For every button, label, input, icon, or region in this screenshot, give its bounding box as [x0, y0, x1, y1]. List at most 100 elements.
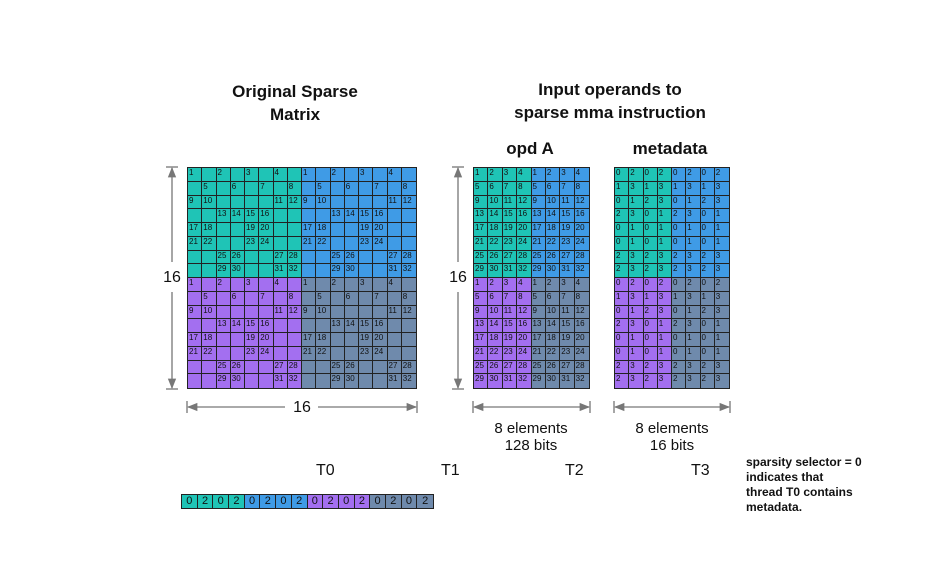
meta-cell: 3: [629, 319, 644, 333]
meta-cell: 2: [714, 168, 729, 182]
sparse-cell: [344, 346, 359, 361]
opd-cell: 16: [574, 209, 589, 223]
sparse-cell: 10: [202, 305, 217, 320]
opd-cell: 24: [574, 236, 589, 251]
meta-cell: 1: [657, 319, 672, 333]
opd-cell: 10: [545, 305, 561, 320]
meta-cell: 0: [643, 319, 658, 333]
meta-cell: 3: [714, 264, 729, 278]
sparse-cell: 26: [344, 250, 359, 265]
meta-cell: 2: [643, 305, 658, 320]
meta-cell: 1: [686, 333, 701, 347]
sparse-cell: [259, 195, 274, 210]
opd-cell: 17: [531, 223, 546, 237]
opd-cell: 9: [474, 305, 489, 320]
meta-cell: 0: [700, 209, 715, 223]
opd-cell: 18: [488, 333, 503, 347]
meta-cell: 3: [686, 291, 701, 306]
meta-cell: 3: [629, 209, 644, 223]
sparse-cell: [387, 236, 402, 251]
metadata-title: metadata: [632, 139, 708, 158]
sparse-cell: [259, 360, 274, 375]
sparse-cell: 3: [359, 168, 374, 182]
meta-cell: 1: [672, 291, 687, 306]
opd-cell: 4: [517, 168, 532, 182]
meta-cell: 0: [643, 168, 658, 182]
sparse-cell: 8: [287, 181, 302, 196]
sel-cell: 2: [417, 495, 433, 508]
sparse-cell: 9: [302, 305, 317, 320]
sparse-cell: [330, 346, 345, 361]
sparse-cell: 11: [387, 305, 402, 320]
opd-cell: 7: [502, 181, 518, 196]
sparse-cell: [202, 264, 217, 278]
opd-cell: 15: [502, 209, 518, 223]
sparse-cell: 6: [230, 291, 245, 306]
sparse-cell: 10: [316, 195, 331, 210]
opd-cell: 26: [488, 360, 503, 375]
opd-cell: 5: [531, 291, 546, 306]
opd-cell: 6: [488, 291, 503, 306]
sparse-cell: [245, 291, 260, 306]
sparse-cell: [245, 181, 260, 196]
opd-cell: 23: [560, 236, 575, 251]
meta-cell: 1: [629, 305, 644, 320]
sparse-cell: [302, 374, 317, 388]
opd-cell: 14: [488, 209, 503, 223]
opd-cell: 11: [502, 195, 518, 210]
meta-cell: 3: [657, 264, 672, 278]
sparse-cell: [230, 278, 245, 292]
opd-cell: 3: [502, 168, 518, 182]
opd-cell: 8: [517, 181, 532, 196]
meta-cell: 1: [686, 223, 701, 237]
sparse-cell: [387, 181, 402, 196]
meta-cell: 0: [615, 223, 630, 237]
opd-cell: 20: [574, 223, 589, 237]
sparse-cell: [216, 333, 231, 347]
meta-cell: 3: [686, 374, 701, 388]
sparse-cell: 15: [245, 319, 260, 333]
opd-cell: 1: [531, 168, 546, 182]
meta-cell: 1: [672, 181, 687, 196]
sparse-cell: [344, 236, 359, 251]
sparse-cell: [387, 223, 402, 237]
meta-cell: 3: [686, 181, 701, 196]
meta-cell: 0: [643, 278, 658, 292]
sparse-cell: [330, 333, 345, 347]
sparse-cell: [273, 236, 288, 251]
thread-label-t2: T2: [565, 462, 584, 479]
sparse-cell: 27: [387, 360, 402, 375]
meta-cell: 3: [629, 291, 644, 306]
sel-cell: 0: [276, 495, 292, 508]
meta-cell: 0: [672, 305, 687, 320]
meta-cell: 2: [700, 374, 715, 388]
meta-cell: 1: [714, 346, 729, 361]
opd-cell: 7: [560, 181, 575, 196]
meta-cell: 2: [615, 374, 630, 388]
sel-cell: 2: [291, 495, 308, 508]
sparse-cell: 27: [387, 250, 402, 265]
opd-cell: 18: [545, 223, 561, 237]
opd-cell: 17: [474, 223, 489, 237]
opd-a-size-label: 8 elements 128 bits: [494, 420, 568, 454]
opd-cell: 2: [488, 168, 503, 182]
sparse-cell: [373, 374, 388, 388]
meta-cell: 2: [615, 360, 630, 375]
sparse-cell: 5: [202, 291, 217, 306]
opd-cell: 11: [560, 305, 575, 320]
sparse-cell: [387, 333, 402, 347]
sparse-cell: 23: [359, 346, 374, 361]
meta-cell: 3: [714, 195, 729, 210]
sparse-cell: 26: [230, 360, 245, 375]
sparse-cell: [302, 250, 317, 265]
sparse-cell: [287, 278, 302, 292]
meta-cell: 1: [657, 209, 672, 223]
sparse-cell: [302, 319, 317, 333]
meta-cell: 2: [672, 209, 687, 223]
meta-cell: 0: [672, 346, 687, 361]
sparse-cell: [259, 278, 274, 292]
sparse-cell: [373, 360, 388, 375]
sparse-cell: 25: [330, 250, 345, 265]
meta-cell: 0: [700, 346, 715, 361]
